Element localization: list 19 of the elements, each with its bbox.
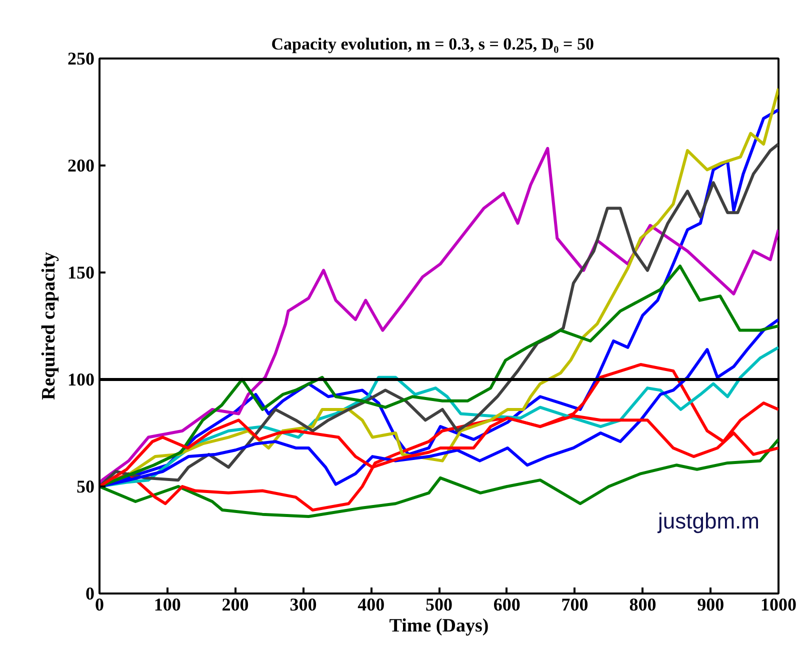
y-tick-label: 200 xyxy=(68,156,94,176)
y-tick-label: 100 xyxy=(68,370,94,390)
x-tick-label: 300 xyxy=(290,594,317,614)
chart-title: Capacity evolution, m = 0.3, s = 0.25, D₀ = 50 xyxy=(271,34,594,54)
y-tick-label: 50 xyxy=(76,476,94,496)
x-tick-label: 1000 xyxy=(760,594,796,614)
x-tick-label: 200 xyxy=(222,594,249,614)
y-tick-label: 250 xyxy=(68,48,94,68)
x-axis-title: Time (Days) xyxy=(389,616,489,636)
x-tick-label: 400 xyxy=(358,594,385,614)
y-axis-title: Required capacity xyxy=(38,252,60,400)
x-tick-label: 800 xyxy=(629,594,656,614)
x-tick-label: 500 xyxy=(426,594,452,614)
x-tick-label: 100 xyxy=(154,594,181,614)
x-tick-label: 700 xyxy=(561,594,588,614)
annotation: justgbm.m xyxy=(657,508,760,534)
y-tick-label: 150 xyxy=(68,262,94,282)
x-tick-label: 900 xyxy=(697,594,724,614)
x-tick-label: 600 xyxy=(493,594,520,614)
